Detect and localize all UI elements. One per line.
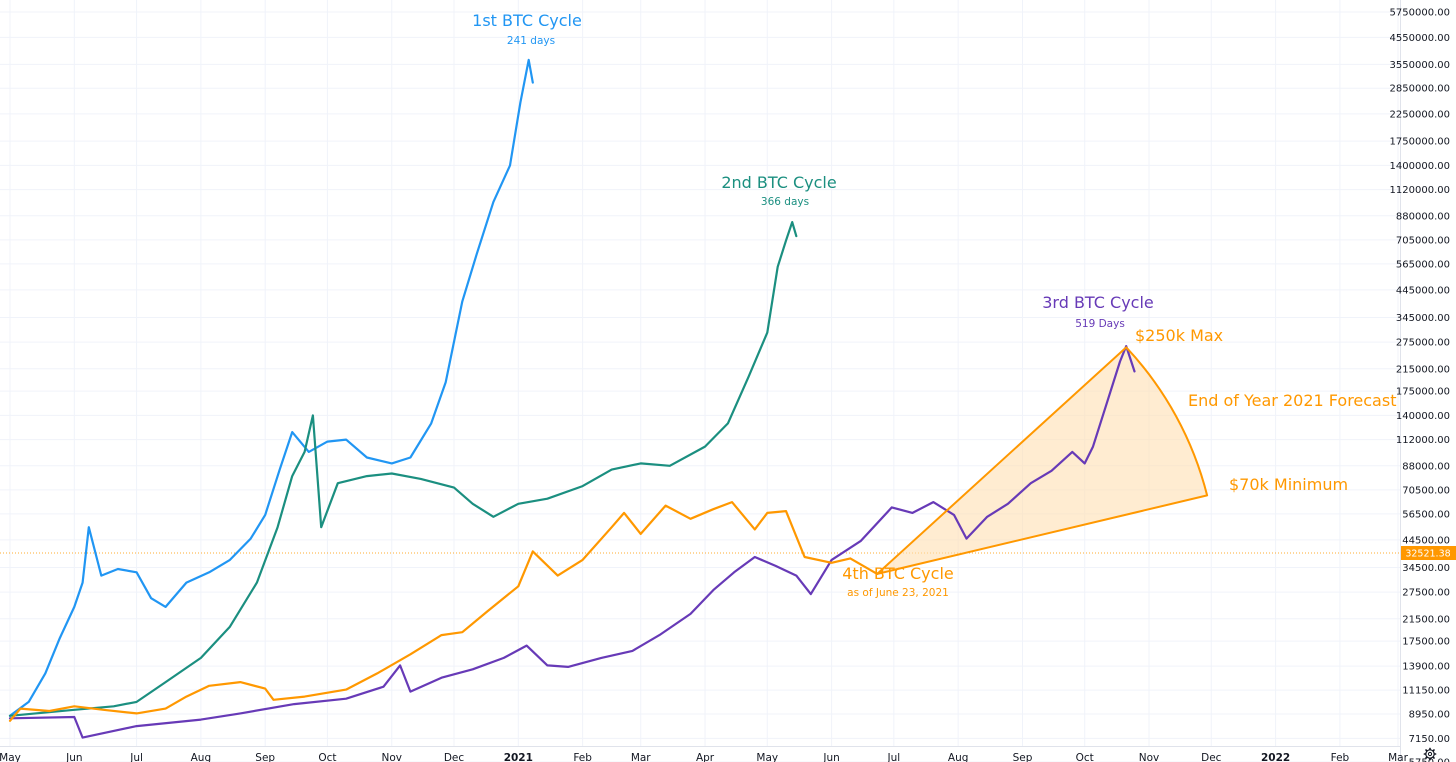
y-tick-label: 11150.00 (1402, 686, 1450, 697)
y-tick-label: 112000.00 (1396, 435, 1450, 446)
x-tick-label: Jun (65, 752, 82, 762)
x-tick-label: Oct (1076, 752, 1094, 762)
grid (0, 0, 1400, 762)
y-tick-label: 445000.00 (1396, 285, 1450, 296)
forecast-max-label: $250k Max (1135, 326, 1223, 345)
x-tick-label: Jul (129, 752, 143, 762)
series (8, 58, 1209, 739)
forecast-fan (877, 347, 1208, 574)
x-tick-label: Jul (887, 752, 901, 762)
y-tick-label: 275000.00 (1396, 338, 1450, 349)
x-tick-label: Dec (1201, 752, 1222, 762)
y-tick-label: 34500.00 (1402, 563, 1450, 574)
gear-icon[interactable] (1423, 747, 1437, 761)
cycle1-line (8, 58, 534, 717)
y-tick-label: 27500.00 (1402, 588, 1450, 599)
y-tick-label: 1750000.00 (1390, 137, 1450, 148)
forecast-fan-outline (876, 346, 1209, 575)
cycle2-subtitle: 366 days (761, 196, 809, 208)
x-tick-label: Nov (382, 752, 403, 762)
x-tick-label: Apr (696, 752, 715, 762)
y-tick-label: 140000.00 (1396, 411, 1450, 422)
x-tick-label: Mar (631, 752, 651, 762)
y-tick-label: 5750000.00 (1390, 8, 1450, 19)
x-tick-label: Aug (948, 752, 969, 762)
x-tick-label: Dec (444, 752, 465, 762)
x-tick-label: Jun (822, 752, 839, 762)
y-tick-label: 4550000.00 (1390, 33, 1450, 44)
forecast-fan-area (877, 347, 1208, 574)
y-tick-label: 705000.00 (1396, 235, 1450, 246)
y-tick-label: 1120000.00 (1390, 185, 1450, 196)
x-tick-label: Aug (191, 752, 212, 762)
y-tick-label: 44500.00 (1402, 535, 1450, 546)
x-tick-label: Sep (1013, 752, 1033, 762)
cycle4-subtitle: as of June 23, 2021 (847, 587, 949, 599)
x-tick-label: Mar (1388, 752, 1408, 762)
x-axis: May Jun Jul Aug Sep Oct Nov Dec 2021 Feb Mar Apr May… (0, 752, 1409, 762)
forecast-title: End of Year 2021 Forecast (1188, 391, 1396, 410)
y-tick-label: 21500.00 (1402, 614, 1450, 625)
y-tick-label: 3550000.00 (1390, 60, 1450, 71)
cycle4-title: 4th BTC Cycle (842, 564, 953, 583)
x-tick-label: Feb (1331, 752, 1350, 762)
y-axis: 5750000.00 4550000.00 3550000.00 2850000.00… (1390, 8, 1450, 762)
current-price-label: 32521.38 (1405, 549, 1450, 560)
y-tick-label: 56500.00 (1402, 509, 1450, 520)
x-tick-label: Sep (255, 752, 275, 762)
y-tick-label: 1400000.00 (1390, 161, 1450, 172)
y-tick-label: 215000.00 (1396, 364, 1450, 375)
y-tick-label: 8950.00 (1409, 709, 1450, 720)
y-tick-label: 175000.00 (1396, 387, 1450, 398)
y-tick-label: 880000.00 (1396, 211, 1450, 222)
y-tick-label: 70500.00 (1402, 485, 1450, 496)
y-tick-label: 2250000.00 (1390, 109, 1450, 120)
cycle1-title: 1st BTC Cycle (472, 11, 582, 30)
y-tick-label: 13900.00 (1402, 662, 1450, 673)
y-tick-label: 565000.00 (1396, 259, 1450, 270)
x-tick-label: May (0, 752, 21, 762)
y-tick-label: 88000.00 (1402, 461, 1450, 472)
y-tick-label: 7150.00 (1409, 734, 1450, 745)
forecast-min-label: $70k Minimum (1229, 475, 1348, 494)
y-tick-label: 2850000.00 (1390, 84, 1450, 95)
current-price-tag: 32521.38 (1401, 546, 1456, 560)
x-tick-label: Feb (573, 752, 592, 762)
y-tick-label: 345000.00 (1396, 313, 1450, 324)
cycle4-line (8, 501, 879, 722)
cycle2-title: 2nd BTC Cycle (721, 173, 836, 192)
cycle3-title: 3rd BTC Cycle (1042, 293, 1154, 312)
cycle3-line (8, 345, 1136, 739)
cycle1-subtitle: 241 days (507, 35, 555, 47)
cycle3-subtitle: 519 Days (1075, 318, 1125, 330)
cycle2-line (8, 221, 798, 717)
x-tick-label: 2021 (504, 752, 533, 762)
x-tick-label: 2022 (1261, 752, 1290, 762)
x-tick-label: Nov (1139, 752, 1160, 762)
y-tick-label: 17500.00 (1402, 637, 1450, 648)
x-tick-label: May (756, 752, 778, 762)
x-tick-label: Oct (318, 752, 336, 762)
